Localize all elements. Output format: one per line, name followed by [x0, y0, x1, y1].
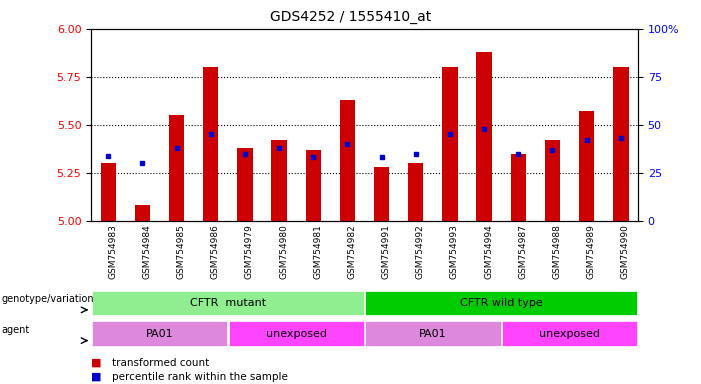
- Text: genotype/variation: genotype/variation: [1, 294, 94, 304]
- Text: CFTR  mutant: CFTR mutant: [190, 298, 266, 308]
- Text: GSM754989: GSM754989: [587, 224, 596, 279]
- Bar: [169, 115, 184, 221]
- Bar: [203, 67, 219, 221]
- Bar: [374, 167, 389, 221]
- Bar: [545, 140, 560, 221]
- Text: ■: ■: [91, 358, 102, 368]
- Text: GSM754993: GSM754993: [450, 224, 459, 279]
- Bar: [442, 67, 458, 221]
- Text: GSM754983: GSM754983: [108, 224, 117, 279]
- Text: GSM754982: GSM754982: [348, 224, 356, 279]
- Text: unexposed: unexposed: [266, 329, 327, 339]
- Bar: [340, 100, 355, 221]
- Text: GSM754980: GSM754980: [279, 224, 288, 279]
- Text: percentile rank within the sample: percentile rank within the sample: [112, 372, 288, 382]
- Bar: [100, 163, 116, 221]
- Bar: [579, 111, 594, 221]
- Bar: [502, 321, 637, 346]
- Text: GSM754990: GSM754990: [621, 224, 629, 279]
- Text: GSM754991: GSM754991: [381, 224, 390, 279]
- Text: GSM754981: GSM754981: [313, 224, 322, 279]
- Text: GSM754984: GSM754984: [142, 224, 151, 279]
- Text: ■: ■: [91, 372, 102, 382]
- Text: GSM754988: GSM754988: [552, 224, 562, 279]
- Bar: [365, 321, 501, 346]
- Text: GDS4252 / 1555410_at: GDS4252 / 1555410_at: [270, 10, 431, 23]
- Bar: [408, 163, 423, 221]
- Bar: [92, 321, 227, 346]
- Bar: [613, 67, 629, 221]
- Text: GSM754986: GSM754986: [211, 224, 219, 279]
- Text: transformed count: transformed count: [112, 358, 210, 368]
- Text: unexposed: unexposed: [539, 329, 600, 339]
- Text: GSM754985: GSM754985: [177, 224, 186, 279]
- Bar: [510, 154, 526, 221]
- Text: CFTR wild type: CFTR wild type: [460, 298, 543, 308]
- Text: PA01: PA01: [146, 329, 173, 339]
- Bar: [135, 205, 150, 221]
- Bar: [92, 291, 364, 315]
- Bar: [365, 291, 637, 315]
- Text: PA01: PA01: [419, 329, 447, 339]
- Bar: [306, 150, 321, 221]
- Text: GSM754987: GSM754987: [518, 224, 527, 279]
- Text: GSM754992: GSM754992: [416, 224, 425, 279]
- Bar: [237, 148, 252, 221]
- Text: GSM754979: GSM754979: [245, 224, 254, 279]
- Bar: [271, 140, 287, 221]
- Text: agent: agent: [1, 324, 29, 334]
- Bar: [477, 52, 492, 221]
- Text: GSM754994: GSM754994: [484, 224, 493, 279]
- Bar: [229, 321, 364, 346]
